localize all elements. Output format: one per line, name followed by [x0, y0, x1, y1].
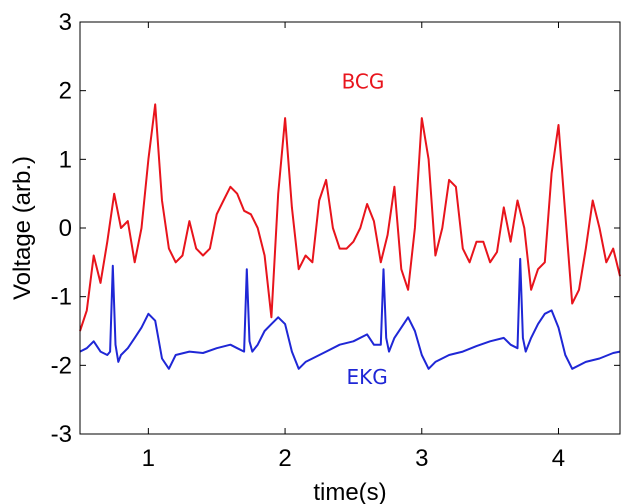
series-label-bcg: BCG	[342, 70, 385, 94]
y-tick-label: -3	[51, 421, 72, 448]
y-axis-label: Voltage (arb.)	[9, 156, 36, 300]
x-tick-label: 2	[278, 445, 291, 472]
y-tick-label: 2	[59, 78, 72, 105]
x-axis-label: time(s)	[313, 479, 386, 504]
series-line-bcg	[79, 103, 621, 332]
y-axis: -3 -2 -1 0 1 2 3	[51, 9, 620, 448]
x-tick-label: 4	[552, 445, 565, 472]
y-tick-label: -1	[51, 284, 72, 311]
x-tick-label: 1	[142, 445, 155, 472]
y-tick-label: -2	[51, 352, 72, 379]
x-axis: 1 2 3 4	[142, 22, 565, 472]
series-label-ekg: EKG	[346, 365, 387, 389]
y-tick-label: 0	[59, 215, 72, 242]
y-tick-label: 1	[59, 146, 72, 173]
y-tick-label: 3	[59, 9, 72, 36]
x-tick-label: 3	[415, 445, 428, 472]
series-line-ekg	[79, 257, 621, 370]
